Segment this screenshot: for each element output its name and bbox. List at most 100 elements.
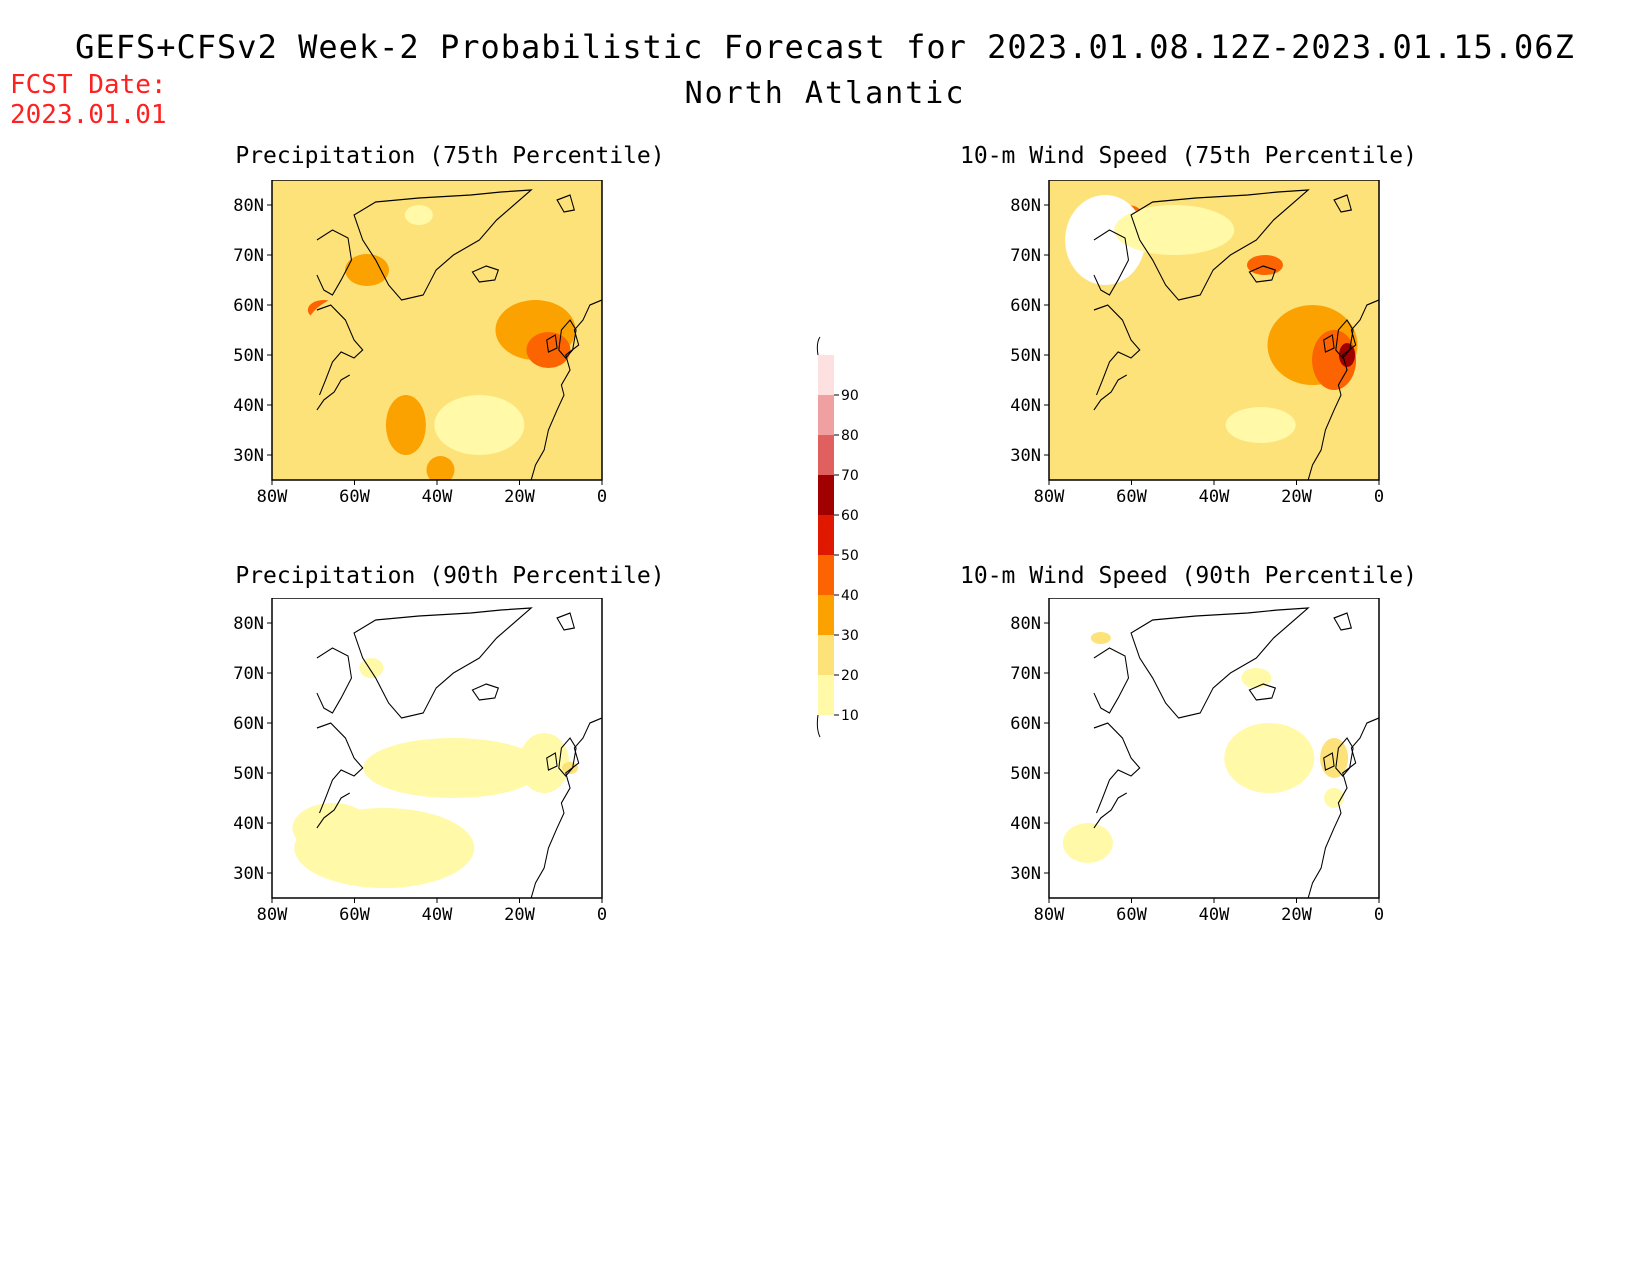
wind-75-coastline-3 bbox=[1093, 304, 1141, 396]
lon-label-precip-90-1: 60W bbox=[339, 905, 370, 925]
lon-label-precip-90-3: 20W bbox=[504, 905, 535, 925]
lon-label-wind-75-3: 20W bbox=[1281, 487, 1312, 507]
panel-title-wind-75: 10-m Wind Speed (75th Percentile) bbox=[960, 143, 1417, 169]
shade-region-wind-75-1 bbox=[1246, 255, 1283, 275]
map-panel-precip-90: 80N 70N 60N 50N 40N 30N 80W 60W 40W 20W 0 bbox=[220, 598, 640, 938]
shade-region-precip-90-4 bbox=[359, 658, 384, 678]
lat-label-wind-75-0: 80N bbox=[1010, 196, 1041, 216]
legend-swatch-80 bbox=[818, 395, 834, 435]
lon-label-precip-90-4: 0 bbox=[597, 905, 607, 925]
legend-swatch-20 bbox=[818, 635, 834, 675]
shade-region-wind-90-2 bbox=[1324, 788, 1345, 808]
lon-label-precip-75-3: 20W bbox=[504, 487, 535, 507]
legend-swatch-10 bbox=[818, 675, 834, 715]
lon-label-precip-75-0: 80W bbox=[257, 487, 288, 507]
precip-75-coastline-7 bbox=[546, 334, 558, 353]
color-legend: 10 20 30 40 50 60 70 80 90 bbox=[810, 335, 880, 749]
map-plot-area-wind-90 bbox=[1048, 598, 1380, 899]
lat-label-precip-90-1: 70N bbox=[233, 664, 264, 684]
map-panel-wind-90: 80N 70N 60N 50N 40N 30N 80W 60W 40W 20W 0 bbox=[997, 598, 1417, 938]
lon-label-wind-75-1: 60W bbox=[1116, 487, 1147, 507]
map-panel-wind-75: 80N 70N 60N 50N 40N 30N 80W 60W 40W 20W 0 bbox=[997, 180, 1417, 520]
lon-label-wind-75-2: 40W bbox=[1199, 487, 1230, 507]
lon-label-wind-75-4: 0 bbox=[1374, 487, 1384, 507]
lat-label-wind-90-1: 70N bbox=[1010, 664, 1041, 684]
wind-90-coastline-7 bbox=[1323, 752, 1335, 771]
lat-label-wind-75-3: 50N bbox=[1010, 346, 1041, 366]
precip-75-coastline-6 bbox=[558, 319, 577, 359]
legend-label-80: 80 bbox=[841, 428, 859, 444]
shade-region-wind-75-7 bbox=[1114, 205, 1235, 255]
precip-75-coastline-1 bbox=[471, 265, 500, 283]
precip-90-coastline-5 bbox=[530, 717, 602, 898]
lon-label-wind-90-2: 40W bbox=[1199, 905, 1230, 925]
wind-90-coastline-4 bbox=[1093, 792, 1127, 829]
wind-75-coastline-4 bbox=[1093, 374, 1127, 411]
lat-label-wind-75-5: 30N bbox=[1010, 446, 1041, 466]
wind-75-coastline-2 bbox=[1093, 229, 1130, 296]
legend-label-90: 90 bbox=[841, 388, 859, 404]
map-shading-precip-75 bbox=[272, 180, 602, 480]
shade-region-precip-90-5 bbox=[562, 762, 579, 774]
lat-label-wind-75-2: 60N bbox=[1010, 296, 1041, 316]
shade-region-wind-90-3 bbox=[1062, 823, 1113, 863]
map-panel-precip-75: 80N 70N 60N 50N 40N 30N 80W 60W 40W 20W 0 bbox=[220, 180, 640, 520]
shade-region-precip-90-2 bbox=[292, 803, 373, 853]
legend-swatch-60 bbox=[818, 475, 834, 515]
wind-75-coastline-5 bbox=[1307, 299, 1379, 480]
precip-75-coastline-8 bbox=[556, 194, 576, 213]
lat-label-wind-90-5: 30N bbox=[1010, 864, 1041, 884]
precip-90-coastline-0 bbox=[353, 607, 533, 719]
panel-title-wind-90: 10-m Wind Speed (90th Percentile) bbox=[960, 563, 1417, 589]
precip-90-coastline-6 bbox=[558, 737, 577, 777]
shade-region-wind-90-5 bbox=[1090, 632, 1111, 644]
legend-bottom-cap bbox=[816, 714, 821, 738]
lat-label-precip-75-3: 50N bbox=[233, 346, 264, 366]
wind-90-coastline-8 bbox=[1333, 612, 1353, 631]
lon-label-precip-75-1: 60W bbox=[339, 487, 370, 507]
lon-label-wind-90-3: 20W bbox=[1281, 905, 1312, 925]
shade-region-precip-75-4 bbox=[385, 395, 426, 455]
precip-90-coastline-1 bbox=[471, 683, 500, 701]
lat-label-wind-90-0: 80N bbox=[1010, 614, 1041, 634]
precip-75-coastline-5 bbox=[530, 299, 602, 480]
precip-90-coastline-4 bbox=[316, 792, 350, 829]
lon-label-precip-90-0: 80W bbox=[257, 905, 288, 925]
wind-90-coastline-1 bbox=[1248, 683, 1277, 701]
legend-label-40: 40 bbox=[841, 588, 859, 604]
legend-label-50: 50 bbox=[841, 548, 859, 564]
precip-75-coastline-4 bbox=[316, 374, 350, 411]
lat-label-precip-75-0: 80N bbox=[233, 196, 264, 216]
shade-region-wind-90-0 bbox=[1224, 723, 1315, 793]
shade-region-wind-90-4 bbox=[1241, 668, 1272, 688]
forecast-date-block: FCST Date: 2023.01.01 bbox=[10, 70, 167, 130]
wind-75-coastline-6 bbox=[1335, 319, 1354, 359]
lat-label-precip-75-1: 70N bbox=[233, 246, 264, 266]
lat-label-precip-90-0: 80N bbox=[233, 614, 264, 634]
precip-90-coastline-3 bbox=[316, 722, 364, 814]
precip-75-coastline-2 bbox=[316, 229, 353, 296]
map-shading-wind-90 bbox=[1049, 598, 1379, 898]
lat-label-wind-90-3: 50N bbox=[1010, 764, 1041, 784]
legend-swatch-90 bbox=[818, 355, 834, 395]
shade-region-precip-90-3 bbox=[519, 733, 570, 793]
wind-90-coastline-6 bbox=[1335, 737, 1354, 777]
legend-label-70: 70 bbox=[841, 468, 859, 484]
shade-region-wind-75-4 bbox=[1339, 343, 1356, 367]
lat-label-precip-90-4: 40N bbox=[233, 814, 264, 834]
wind-75-coastline-7 bbox=[1323, 334, 1335, 353]
map-plot-area-precip-90 bbox=[271, 598, 603, 899]
shade-region-wind-90-1 bbox=[1320, 738, 1349, 778]
lon-label-wind-90-1: 60W bbox=[1116, 905, 1147, 925]
legend-label-30: 30 bbox=[841, 628, 859, 644]
lon-label-precip-75-4: 0 bbox=[597, 487, 607, 507]
lat-label-precip-90-5: 30N bbox=[233, 864, 264, 884]
map-shading-precip-90 bbox=[272, 598, 602, 898]
map-svg-wind-90: 80N 70N 60N 50N 40N 30N 80W 60W 40W 20W 0 bbox=[1010, 598, 1384, 925]
coastlines-wind-75 bbox=[1093, 189, 1379, 480]
lon-label-wind-75-0: 80W bbox=[1034, 487, 1065, 507]
lat-label-precip-90-3: 50N bbox=[233, 764, 264, 784]
lat-label-wind-75-1: 70N bbox=[1010, 246, 1041, 266]
shade-region-precip-75-5 bbox=[426, 456, 455, 480]
legend-svg: 10 20 30 40 50 60 70 80 90 bbox=[816, 336, 859, 738]
